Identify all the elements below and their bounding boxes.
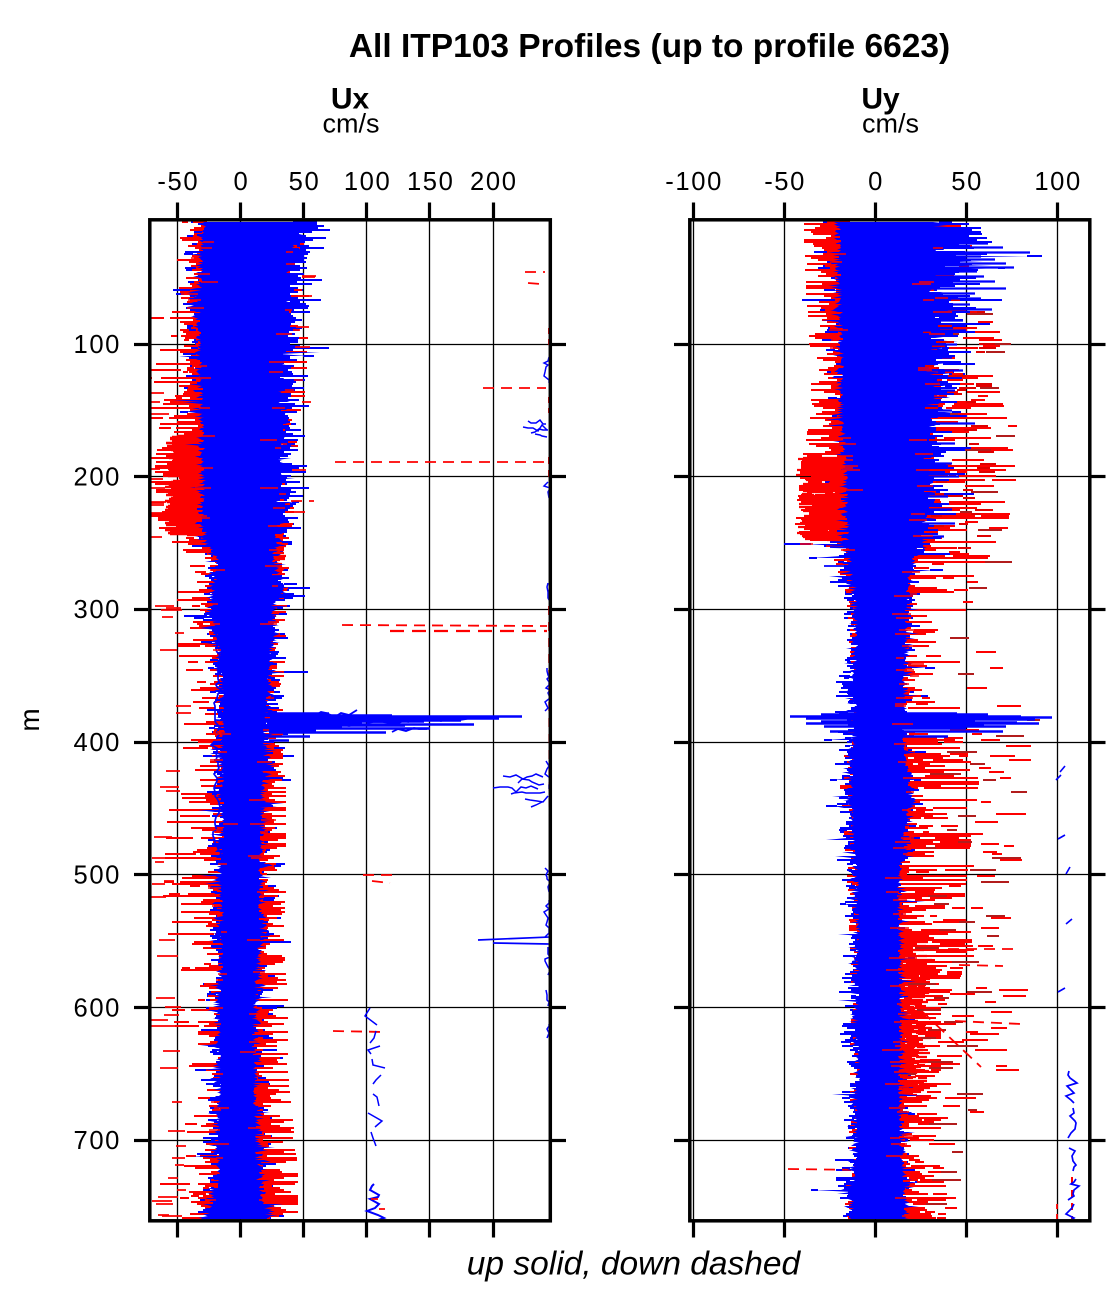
svg-text:600: 600 [73,994,121,1022]
svg-text:400: 400 [73,729,121,757]
svg-text:up solid, down dashed: up solid, down dashed [467,1246,802,1283]
svg-text:Uy: Uy [861,83,900,116]
svg-text:-50: -50 [157,168,199,196]
svg-text:All ITP103 Profiles (up to pro: All ITP103 Profiles (up to profile 6623) [349,28,950,65]
svg-text:cm/s: cm/s [862,109,919,139]
svg-text:100: 100 [1034,168,1082,196]
svg-text:Ux: Ux [331,83,370,116]
svg-text:-100: -100 [665,168,723,196]
svg-text:cm/s: cm/s [323,109,380,139]
svg-text:200: 200 [470,168,518,196]
svg-text:0: 0 [868,168,884,196]
svg-text:-50: -50 [764,168,806,196]
svg-text:m: m [14,708,45,731]
svg-text:100: 100 [73,331,121,359]
svg-text:500: 500 [73,862,121,890]
svg-text:100: 100 [344,168,392,196]
svg-text:0: 0 [233,168,249,196]
svg-text:300: 300 [73,596,121,624]
svg-text:700: 700 [73,1127,121,1155]
svg-text:50: 50 [289,168,321,196]
svg-text:200: 200 [73,464,121,492]
svg-text:150: 150 [407,168,455,196]
svg-text:50: 50 [951,168,983,196]
